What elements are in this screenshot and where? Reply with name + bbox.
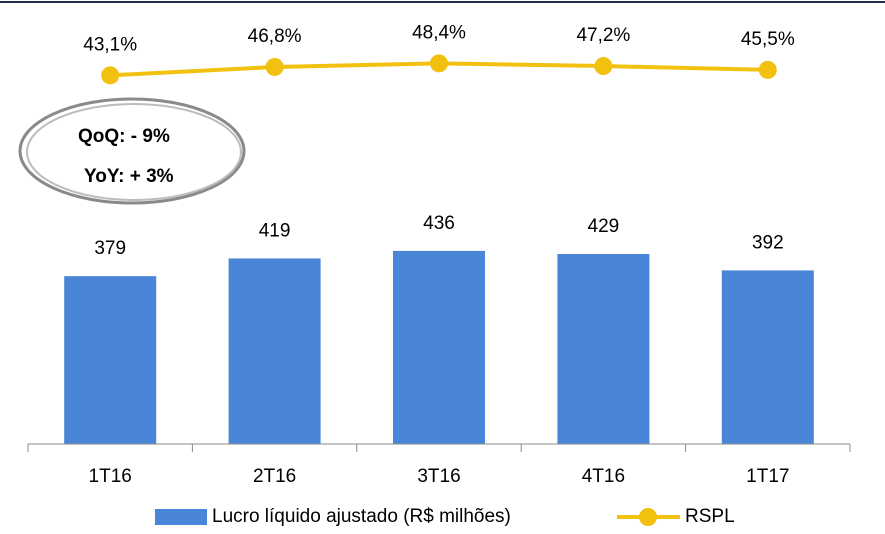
line-marker [758,60,777,79]
data-label: 48,4% [412,22,466,43]
x-tick-label: 1T16 [89,466,132,487]
bar [721,270,814,444]
bar [228,258,321,444]
legend-label: RSPL [685,506,735,527]
legend-swatch [155,509,207,525]
bar [64,276,157,444]
line-marker [265,57,284,76]
data-label: 46,8% [248,26,302,47]
x-tick-label: 1T17 [746,466,789,487]
bar [557,254,650,444]
annotation: YoY: + 3% [84,166,174,187]
data-label: 419 [259,220,291,241]
line-marker [594,57,613,76]
line-marker [430,54,448,73]
data-label: 379 [94,238,126,259]
line-marker [101,66,120,85]
annotation-ellipse-inner [26,103,242,201]
bar [393,250,485,444]
data-label: 436 [423,213,455,234]
x-tick-label: 2T16 [253,466,296,487]
legend-label: Lucro líquido ajustado (R$ milhões) [212,506,511,527]
annotation: QoQ: - 9% [78,126,170,147]
data-label: 429 [588,216,620,237]
x-tick-label: 3T16 [417,466,460,487]
data-label: 45,5% [741,29,795,50]
x-tick-label: 4T16 [582,466,625,487]
data-label: 47,2% [576,25,630,46]
annotation-ellipse [18,97,246,205]
data-label: 392 [752,232,784,253]
data-label: 43,1% [83,34,137,55]
legend-swatch [639,508,657,526]
